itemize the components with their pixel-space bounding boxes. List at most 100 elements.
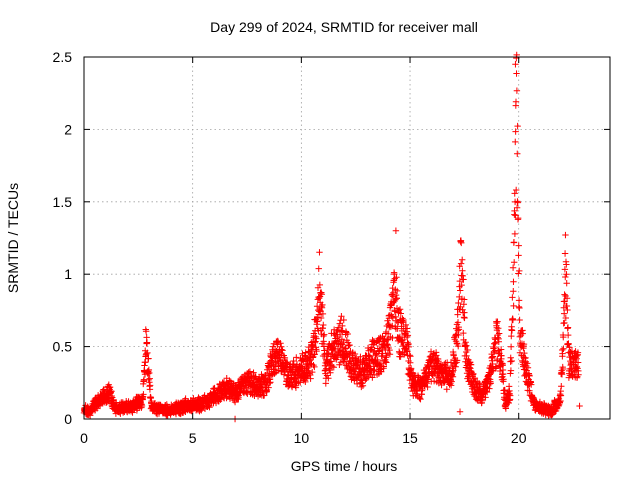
data-point	[397, 310, 404, 317]
data-point	[328, 362, 336, 370]
data-point	[376, 361, 383, 368]
data-point	[309, 354, 316, 361]
data-point	[307, 375, 314, 382]
data-point	[507, 370, 514, 377]
data-point	[455, 326, 463, 333]
data-point	[314, 317, 321, 325]
data-point	[510, 302, 517, 310]
data-point	[402, 321, 410, 329]
data-point	[410, 373, 418, 380]
data-point	[520, 340, 528, 348]
data-point	[145, 355, 152, 362]
data-point	[506, 390, 513, 398]
data-point	[407, 353, 414, 360]
data-point	[435, 358, 442, 365]
data-point	[528, 381, 535, 388]
data-point	[368, 344, 376, 351]
data-point	[574, 359, 582, 366]
data-point	[576, 402, 583, 410]
data-point	[563, 302, 571, 310]
data-point	[389, 314, 397, 322]
data-point	[327, 358, 335, 365]
data-point	[146, 369, 153, 377]
data-point	[395, 307, 403, 314]
data-point	[407, 365, 415, 372]
data-point	[384, 341, 391, 349]
data-point	[471, 374, 479, 382]
data-point	[449, 373, 457, 380]
data-point	[452, 363, 459, 370]
data-point	[318, 290, 326, 298]
data-point	[526, 372, 533, 380]
data-point	[448, 378, 455, 385]
data-point	[450, 367, 457, 374]
data-point	[320, 331, 328, 338]
y-axis-label: SRMTID / TECUs	[5, 183, 21, 293]
data-point	[515, 270, 522, 277]
data-point	[516, 304, 523, 312]
data-point	[574, 349, 582, 356]
data-point	[564, 324, 572, 331]
data-point	[267, 379, 274, 386]
data-point	[516, 267, 523, 275]
data-point	[392, 296, 399, 303]
data-point	[292, 384, 300, 391]
data-point	[492, 339, 499, 346]
data-point	[315, 293, 322, 301]
data-point	[231, 398, 239, 406]
data-point	[516, 333, 523, 340]
data-point	[476, 381, 484, 388]
data-point	[391, 275, 399, 282]
data-point	[464, 346, 471, 354]
data-point	[315, 265, 322, 272]
data-point	[146, 375, 153, 382]
data-point	[302, 378, 309, 386]
data-point	[566, 344, 573, 351]
data-point	[516, 316, 523, 324]
data-point	[562, 273, 569, 281]
data-point	[510, 259, 518, 266]
data-point	[351, 350, 359, 358]
data-point	[246, 368, 254, 375]
data-point	[320, 321, 327, 329]
data-point	[277, 340, 284, 347]
data-point	[106, 383, 114, 391]
axis-ticks: 0 5 10 15 20 0 0.5 1 1.5 2 2.5	[53, 49, 610, 446]
data-point	[319, 301, 326, 309]
data-point	[343, 354, 351, 361]
data-point	[453, 357, 461, 364]
x-tick-label: 5	[189, 430, 197, 446]
data-point	[563, 294, 571, 302]
data-point	[510, 278, 517, 285]
data-point	[417, 395, 424, 403]
data-point	[467, 361, 475, 368]
y-tick-label: 2	[64, 121, 72, 137]
data-point	[142, 359, 149, 366]
data-point	[512, 98, 520, 105]
data-point	[561, 319, 568, 327]
data-point	[575, 371, 582, 379]
data-point	[108, 392, 115, 400]
data-point	[457, 287, 464, 294]
data-point	[494, 318, 501, 325]
data-point	[460, 296, 468, 303]
data-point	[338, 335, 346, 343]
data-point	[380, 363, 387, 370]
data-point	[393, 295, 401, 302]
data-point	[338, 327, 345, 334]
data-point	[482, 394, 489, 401]
data-point	[463, 342, 470, 349]
data-point	[573, 364, 580, 371]
data-point	[107, 388, 115, 396]
data-point	[461, 314, 468, 322]
data-point	[455, 331, 462, 339]
data-point	[501, 387, 508, 394]
data-point	[557, 392, 565, 399]
data-point	[323, 372, 331, 379]
data-point	[511, 230, 519, 238]
data-point	[512, 212, 519, 219]
y-tick-label: 0	[64, 411, 72, 427]
data-point	[143, 350, 150, 358]
data-point	[313, 347, 320, 355]
data-point	[311, 339, 319, 346]
